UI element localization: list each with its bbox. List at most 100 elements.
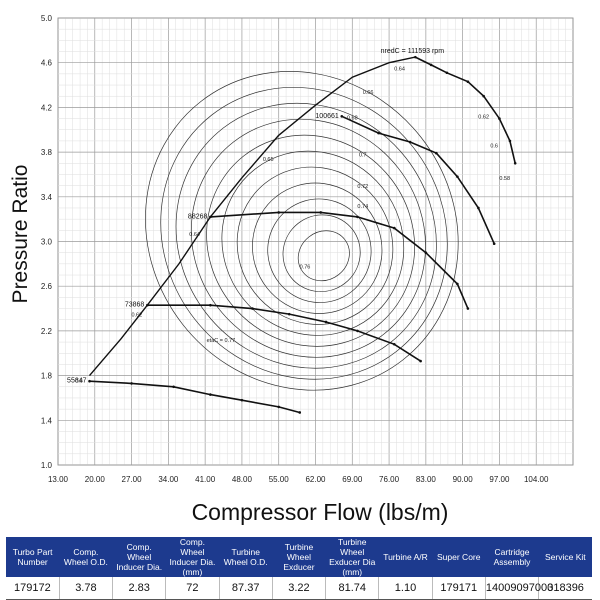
spec-value-cell: 1.10 xyxy=(378,577,433,600)
speed-line-point xyxy=(435,151,438,155)
speed-line-point xyxy=(466,307,470,310)
efficiency-contour xyxy=(267,198,372,303)
spec-value-cell: 2.83 xyxy=(112,577,167,600)
speed-line-point xyxy=(324,320,328,324)
spec-header-cell: Super Core xyxy=(432,537,486,577)
speed-line-point xyxy=(130,382,133,385)
efficiency-contour xyxy=(236,166,394,325)
x-tick-label: 48.00 xyxy=(232,475,253,484)
efficiency-contour xyxy=(145,71,459,391)
speed-lines: 55847 73868 88268 100661 nredC = 111593 rpm xyxy=(67,48,517,414)
speed-line-label: 73868 xyxy=(125,302,145,309)
efficiency-label: 0.64 xyxy=(189,232,200,238)
speed-line-point xyxy=(466,80,470,83)
x-tick-label: 97.00 xyxy=(489,475,510,484)
speed-line-point xyxy=(356,215,359,219)
speed-line-point xyxy=(319,211,323,214)
y-tick-label: 1.0 xyxy=(41,461,53,470)
x-tick-label: 41.00 xyxy=(195,475,216,484)
surge-line-path xyxy=(88,56,416,377)
x-tick-label: 20.00 xyxy=(85,475,106,484)
efficiency-label: 0.6 xyxy=(490,144,498,150)
x-tick-label: 76.00 xyxy=(379,475,400,484)
x-tick-label: 90.00 xyxy=(453,475,474,484)
speed-line-point xyxy=(251,307,254,310)
speed-line-point xyxy=(498,117,501,120)
efficiency-contour xyxy=(297,230,350,282)
spec-value-cell: 318396 xyxy=(538,577,592,600)
spec-header-cell: Comp. Wheel Inducer Dia. (mm) xyxy=(165,537,220,577)
speed-line-point xyxy=(393,343,396,346)
y-tick-label: 4.2 xyxy=(41,103,53,112)
speed-line-point xyxy=(482,94,485,98)
speed-line xyxy=(210,211,469,309)
y-axis-label: Pressure Ratio xyxy=(9,165,32,304)
y-tick-labels: 1.0 1.4 1.8 2.2 2.6 3.0 3.4 3.8 4.2 4.6 5.0 xyxy=(41,14,53,470)
speed-line xyxy=(147,304,422,362)
y-tick-label: 3.4 xyxy=(41,193,53,202)
speed-line-point xyxy=(356,329,359,333)
speed-line-point xyxy=(209,393,212,396)
efficiency-contour xyxy=(282,214,361,292)
efficiency-labels: 0.6 0.62 0.64 0.65 0.66 0.64 0.68 0.7 0.72 0.74 0.… xyxy=(75,67,510,385)
speed-line-point xyxy=(456,282,459,286)
speed-line-point xyxy=(240,398,244,402)
x-tick-label: 83.00 xyxy=(416,475,437,484)
speed-line-point xyxy=(298,411,302,414)
spec-header-cell: Turbine A/R xyxy=(378,537,433,577)
y-tick-label: 1.4 xyxy=(41,416,53,425)
efficiency-label: 0.62 xyxy=(131,312,142,318)
x-tick-label: 27.00 xyxy=(122,475,143,484)
spec-table-header: Turbo Part Number Comp. Wheel O.D. Comp. W… xyxy=(6,537,592,577)
efficiency-label: 0.65 xyxy=(263,157,274,163)
y-tick-label: 3.8 xyxy=(41,148,53,157)
efficiency-contour xyxy=(190,118,426,358)
speed-line-point xyxy=(477,206,480,210)
x-tick-label: 104.00 xyxy=(524,475,549,484)
efficiency-label: 0.6 xyxy=(75,378,83,384)
x-axis-label: Compressor Flow (lbs/m) xyxy=(191,499,449,525)
compressor-map-chart: 13.00 20.00 27.00 34.00 41.00 48.00 55.00 62.00… xyxy=(9,14,574,484)
speed-line-point xyxy=(209,303,212,307)
efficiency-label: 0.7 xyxy=(359,153,367,159)
speed-line xyxy=(414,56,516,164)
spec-value-cell: 179171 xyxy=(432,577,486,600)
speed-line-point xyxy=(172,385,175,389)
spec-value-cell: 81.74 xyxy=(325,577,380,600)
x-tick-labels: 13.00 20.00 27.00 34.00 41.00 48.00 55.00 62.00… xyxy=(48,475,549,484)
efficiency-label: 0.58 xyxy=(499,176,510,182)
speed-line-point xyxy=(277,405,281,409)
y-tick-label: 5.0 xyxy=(41,14,53,23)
efficiency-label: 0.68 xyxy=(347,116,358,122)
x-tick-label: 55.00 xyxy=(269,475,290,484)
spec-header-cell: Turbine Wheel Exducer xyxy=(272,537,326,577)
speed-line-point xyxy=(445,71,449,75)
efficiency-contour xyxy=(252,182,383,314)
efficiency-label: 0.76 xyxy=(300,264,311,270)
speed-line-point xyxy=(287,312,291,316)
spec-header-cell: Turbo Part Number xyxy=(6,537,60,577)
spec-header-cell: Turbine Wheel O.D. xyxy=(219,537,273,577)
y-tick-label: 3.0 xyxy=(41,238,53,247)
y-tick-label: 2.6 xyxy=(41,282,53,291)
grid xyxy=(57,17,574,466)
spec-header-cell: Turbine Wheel Exducer Dia (mm) xyxy=(325,537,379,577)
efficiency-label: 0.74 xyxy=(357,204,368,210)
y-tick-label: 1.8 xyxy=(41,372,53,381)
y-tick-label: 4.6 xyxy=(41,59,53,68)
x-tick-label: 13.00 xyxy=(48,475,69,484)
spec-header-cell: Comp. Wheel O.D. xyxy=(59,537,113,577)
speed-line-point xyxy=(508,139,512,143)
speed-line-point xyxy=(408,140,412,144)
speed-line-point xyxy=(513,161,517,165)
speed-line-point xyxy=(377,131,380,135)
spec-value-cell: 14009097000 xyxy=(485,577,553,600)
speed-line-point xyxy=(277,211,281,214)
speed-line-point xyxy=(340,115,344,118)
spec-header-cell: Comp. Wheel Inducer Dia. xyxy=(112,537,166,577)
efficiency-contour xyxy=(221,150,405,336)
y-tick-label: 2.2 xyxy=(41,327,53,336)
spec-table: Turbo Part Number Comp. Wheel O.D. Comp. W… xyxy=(6,537,592,600)
spec-header-cell: Cartridge Assembly xyxy=(485,537,539,577)
efficiency-label: 0.64 xyxy=(394,67,405,73)
